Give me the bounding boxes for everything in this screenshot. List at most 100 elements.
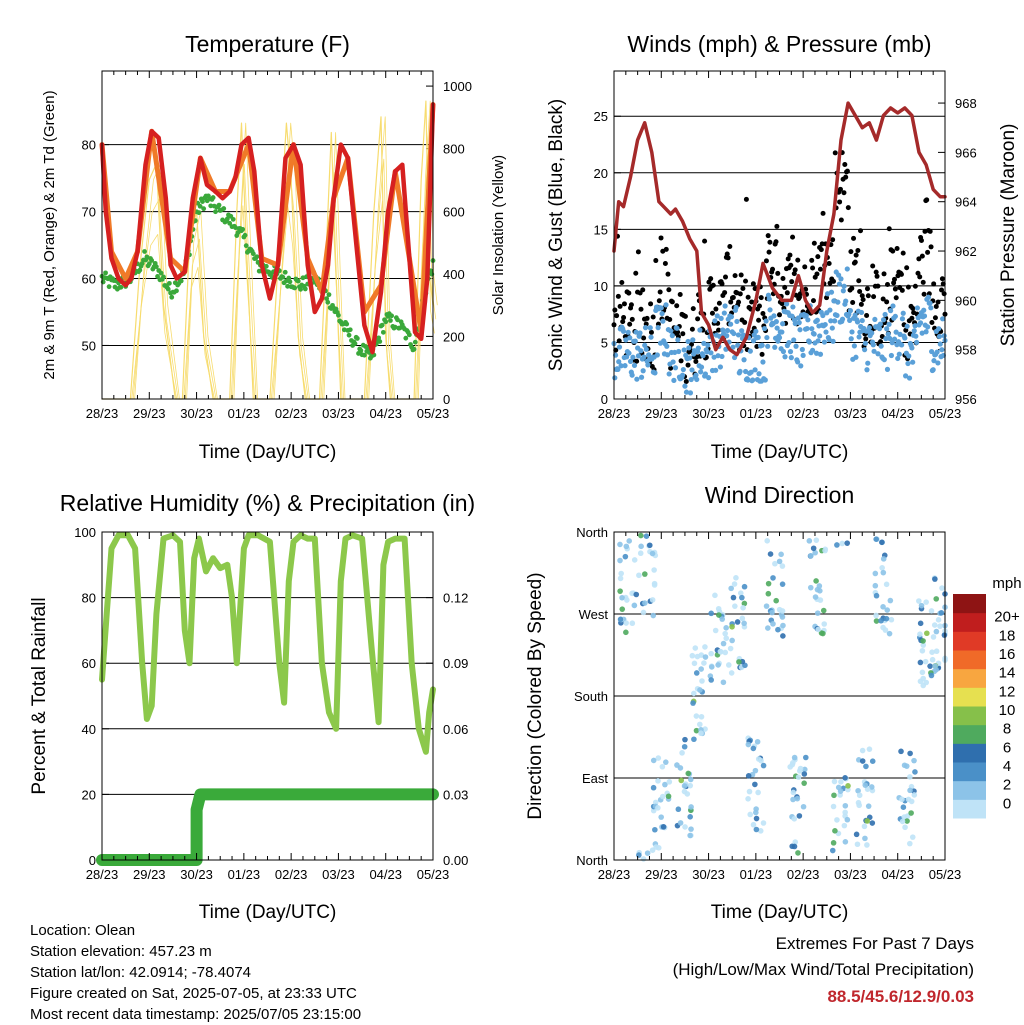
direction-point — [880, 556, 887, 562]
direction-point — [624, 597, 630, 603]
wind-point — [615, 366, 621, 372]
wind-point — [733, 304, 739, 311]
wind-point — [655, 325, 661, 331]
direction-point — [832, 828, 838, 834]
wind-point — [753, 328, 759, 334]
wind-point — [638, 348, 644, 354]
direction-point — [779, 581, 786, 587]
wind-point — [686, 345, 692, 351]
direction-point — [780, 622, 786, 629]
wind-point — [752, 367, 758, 373]
wind-point — [870, 342, 876, 348]
direction-point — [688, 804, 694, 810]
wind-point — [877, 321, 883, 327]
gust-point — [767, 239, 773, 245]
direction-point — [812, 594, 819, 600]
gust-point — [939, 287, 945, 293]
gust-point — [668, 365, 674, 371]
wind-point — [737, 368, 743, 375]
wind-point — [780, 348, 787, 355]
wind-point — [795, 359, 801, 365]
relative-humidity-line — [99, 532, 436, 755]
gust-point — [811, 240, 817, 246]
gust-point — [663, 246, 669, 252]
direction-point — [933, 648, 940, 655]
direction-point — [739, 615, 746, 622]
gust-point — [784, 290, 790, 296]
gust-point — [612, 307, 618, 313]
wind-point — [884, 366, 891, 372]
dewpoint-point — [287, 279, 293, 285]
wind-point — [705, 375, 712, 381]
temp-2m-line — [99, 102, 436, 355]
gust-point — [857, 289, 863, 295]
wind-point — [634, 376, 640, 382]
wind-point — [708, 350, 714, 356]
wind-point — [787, 349, 794, 355]
extremes-title: Extremes For Past 7 Days — [775, 934, 974, 953]
wind-point — [847, 308, 854, 314]
direction-point — [939, 585, 945, 591]
direction-point — [622, 553, 629, 560]
gust-point — [730, 294, 736, 300]
wind-point — [896, 351, 902, 357]
gust-point — [881, 271, 887, 277]
direction-point — [795, 774, 802, 780]
direction-point — [933, 596, 940, 602]
wind-point — [871, 348, 877, 354]
wind-point — [882, 311, 888, 318]
wind-point — [811, 331, 817, 337]
gust-point — [878, 339, 884, 345]
wind-point — [616, 344, 623, 350]
direction-point — [708, 677, 715, 683]
gust-point — [782, 284, 788, 290]
dewpoint-point — [224, 216, 230, 222]
wind-point — [654, 352, 660, 358]
direction-point — [701, 660, 707, 666]
wind-point — [931, 358, 937, 364]
gust-point — [710, 282, 716, 288]
wind-point — [940, 316, 946, 322]
wind-point — [616, 359, 622, 365]
direction-point — [763, 603, 770, 609]
gust-point — [629, 316, 635, 322]
gust-point — [795, 257, 801, 263]
colorbar-title: mph — [992, 575, 1021, 592]
wind-ytick-label: 25 — [594, 109, 608, 124]
direction-point — [720, 640, 727, 647]
wind-point — [835, 299, 841, 305]
gust-point — [851, 235, 857, 241]
direction-point — [626, 538, 633, 544]
direction-point — [901, 814, 908, 820]
direction-point — [745, 796, 751, 802]
wind-point — [865, 360, 871, 366]
direction-point — [693, 670, 700, 676]
wind-point — [623, 337, 629, 343]
wind-point — [899, 342, 905, 348]
wind-point — [663, 302, 669, 308]
gust-point — [635, 249, 641, 255]
direction-point — [856, 792, 863, 799]
direction-point — [740, 605, 746, 611]
wind-point — [838, 276, 844, 282]
dir-xtick-label: 05/23 — [929, 867, 962, 882]
gust-point — [921, 291, 927, 297]
wind-point — [690, 337, 696, 343]
gust-point — [871, 294, 877, 300]
wind-point — [847, 317, 853, 323]
gust-point — [779, 301, 785, 307]
dewpoint-point — [169, 294, 175, 300]
gust-point — [853, 252, 859, 258]
direction-point — [728, 585, 734, 592]
wind-point — [724, 327, 731, 334]
wind-point — [887, 335, 893, 342]
wind-point — [828, 318, 834, 324]
dewpoint-point — [377, 339, 383, 344]
direction-point — [928, 672, 935, 679]
gust-point — [745, 294, 751, 300]
rh-xtick-label: 05/23 — [417, 867, 450, 882]
rh-xtick-label: 03/23 — [322, 867, 355, 882]
gust-point — [925, 249, 931, 255]
direction-point — [754, 738, 761, 745]
rh-ytick-label: 100 — [74, 525, 96, 540]
